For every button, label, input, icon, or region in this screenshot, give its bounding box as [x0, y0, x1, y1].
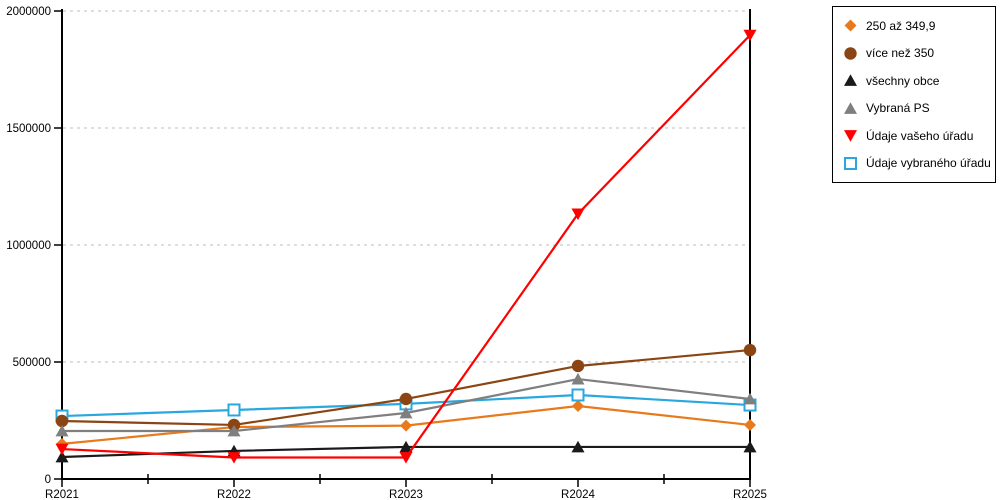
- x-tick-label: R2021: [45, 489, 79, 500]
- data-point-circle: [743, 343, 757, 357]
- y-tick-label: 1000000: [6, 240, 51, 252]
- data-point-circle: [55, 414, 69, 428]
- legend-label: Vybraná PS: [866, 101, 930, 116]
- legend-label: 250 až 349,9: [866, 18, 936, 33]
- legend: 250 až 349,9 více než 350 všechny obce Vybr…: [832, 6, 996, 183]
- y-tick-label: 500000: [13, 357, 51, 369]
- legend-marker-circle-icon: [844, 47, 857, 60]
- data-point-triangle-down: [571, 208, 585, 221]
- data-point-triangle-up: [399, 440, 413, 453]
- legend-marker-triangle-up-icon: [844, 102, 857, 114]
- legend-label: všechny obce: [866, 73, 940, 88]
- data-point-diamond: [400, 419, 412, 432]
- data-point-triangle-up: [399, 406, 413, 419]
- data-point-diamond: [844, 19, 857, 32]
- legend-item-3: Vybraná PS: [843, 101, 991, 116]
- x-tick-label: R2022: [217, 489, 251, 500]
- legend-item-5: Údaje vybraného úřadu: [843, 156, 991, 171]
- legend-marker-triangle-up-icon: [844, 74, 857, 87]
- data-point-triangle-up: [55, 450, 69, 463]
- legend-marker-diamond-icon: [844, 19, 857, 32]
- data-point-triangle-up: [743, 392, 757, 405]
- data-point-square-open: [844, 156, 857, 170]
- data-point-diamond: [572, 399, 584, 412]
- legend-item-0: 250 až 349,9: [843, 18, 991, 33]
- data-point-triangle-down: [844, 130, 857, 142]
- data-point-triangle-up: [844, 102, 857, 114]
- data-point-triangle-up: [227, 424, 241, 437]
- y-tick-label: 2000000: [6, 6, 51, 18]
- legend-label: Údaje vybraného úřadu: [866, 156, 991, 171]
- legend-label: více než 350: [866, 46, 935, 61]
- data-point-triangle-down: [743, 29, 757, 42]
- legend-item-1: více než 350: [843, 46, 991, 61]
- data-point-triangle-up: [571, 372, 585, 385]
- data-point-triangle-down: [227, 452, 241, 464]
- data-point-circle: [399, 392, 413, 406]
- legend-marker-square-open-icon: [844, 156, 857, 170]
- legend-item-2: všechny obce: [843, 73, 991, 88]
- x-tick-label: R2023: [389, 489, 423, 500]
- x-tick-label: R2025: [733, 489, 767, 500]
- x-tick-label: R2024: [561, 489, 595, 500]
- data-point-triangle-down: [399, 452, 413, 464]
- data-point-triangle-up: [571, 440, 585, 453]
- legend-marker-triangle-down-icon: [844, 130, 857, 142]
- data-point-circle: [571, 359, 585, 373]
- legend-item-4: Údaje vašeho úřadu: [843, 128, 991, 143]
- data-point-triangle-up: [743, 440, 757, 453]
- data-point-square-open: [227, 403, 241, 417]
- data-point-triangle-up: [55, 424, 69, 437]
- data-point-square-open: [571, 388, 585, 402]
- data-point-triangle-down: [55, 443, 69, 456]
- legend-label: Údaje vašeho úřadu: [866, 128, 974, 143]
- data-point-triangle-up: [844, 74, 857, 87]
- y-tick-label: 1500000: [6, 123, 51, 135]
- data-point-circle: [844, 47, 857, 60]
- y-tick-label: 0: [45, 474, 51, 486]
- data-point-diamond: [744, 418, 756, 431]
